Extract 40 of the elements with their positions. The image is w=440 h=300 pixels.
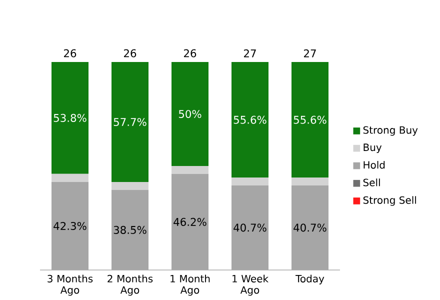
data-label: 46.2% xyxy=(174,218,206,226)
bar xyxy=(232,178,268,186)
bar xyxy=(52,62,89,174)
bar xyxy=(172,62,208,166)
bar xyxy=(52,182,89,270)
data-label: 57.7% xyxy=(114,118,146,126)
x-tick-label: 1 Week Ago xyxy=(232,274,268,296)
annotation: 26 xyxy=(124,49,136,58)
bar xyxy=(291,62,328,178)
annotation: 26 xyxy=(184,49,196,58)
legend-label: Strong Sell xyxy=(363,196,416,206)
data-label: 55.6% xyxy=(234,116,266,124)
annotation: 26 xyxy=(64,49,76,58)
data-label: 38.5% xyxy=(114,226,146,234)
bar xyxy=(232,62,268,178)
data-label: 53.8% xyxy=(54,114,86,122)
bar xyxy=(112,62,149,182)
legend-label: Sell xyxy=(363,178,380,186)
bar xyxy=(291,178,328,186)
annotation: 27 xyxy=(244,49,256,58)
data-label: 40.7% xyxy=(294,224,326,232)
annotation: 27 xyxy=(304,49,316,58)
data-label: 50% xyxy=(178,110,202,118)
legend-label: Buy xyxy=(364,144,382,154)
bar xyxy=(291,185,328,270)
data-label: 42.3% xyxy=(54,222,86,230)
x-tick-label: 2 Months Ago xyxy=(108,274,153,296)
legend-label: Hold xyxy=(364,160,385,169)
x-tick-label: 3 Months Ago xyxy=(48,274,93,296)
bar xyxy=(232,185,268,270)
bar xyxy=(112,190,149,270)
bar xyxy=(112,182,149,190)
bar xyxy=(52,174,89,182)
data-label: 55.6% xyxy=(294,116,326,124)
bar xyxy=(172,166,208,174)
data-label: 40.7% xyxy=(234,224,266,232)
legend-label: Strong Buy xyxy=(363,126,418,136)
x-tick-label: Today xyxy=(296,274,324,284)
bar xyxy=(172,174,208,270)
x-tick-label: 1 Month Ago xyxy=(170,274,210,296)
